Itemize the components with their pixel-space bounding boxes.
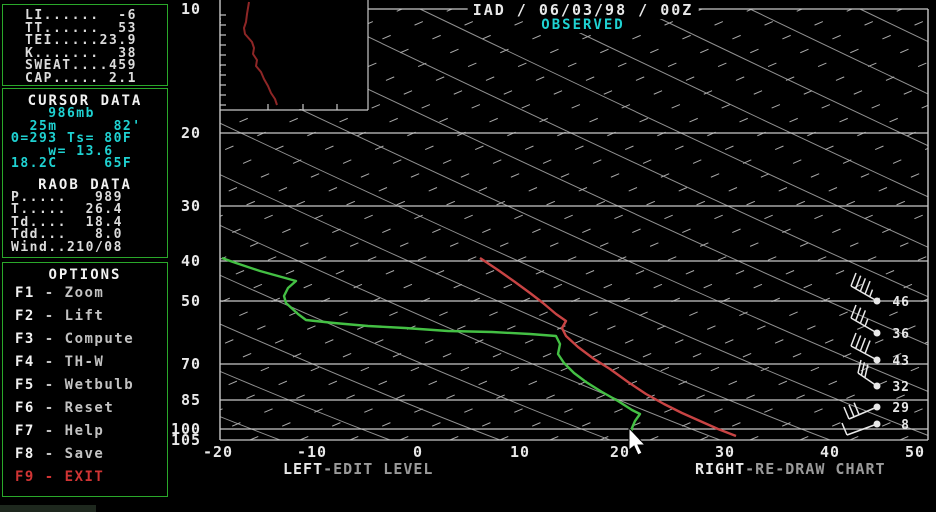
raob-data-row: T..... 26.4 xyxy=(11,202,123,217)
option-label: - Reset xyxy=(34,400,115,416)
pressure-tick-label: 30 xyxy=(180,197,201,215)
wind-speed-label: 43 xyxy=(892,354,910,369)
index-row: LI...... -6 xyxy=(25,8,137,23)
option-label: - Save xyxy=(34,446,105,462)
wind-barb-46: 46 xyxy=(850,272,910,310)
temperature-tick-label: -20 xyxy=(202,443,234,461)
option-label: - Wetbulb xyxy=(34,377,135,393)
option-key: F5 xyxy=(15,377,35,393)
wind-barb-36: 36 xyxy=(850,304,910,342)
option-reset[interactable]: F6 - Reset xyxy=(3,397,167,420)
index-row: SWEAT....459 xyxy=(25,58,137,73)
pressure-tick-label: 70 xyxy=(180,355,201,373)
option-label: - Help xyxy=(34,423,105,439)
right-click-label: RIGHT xyxy=(695,460,746,478)
pressure-tick-label: 105 xyxy=(171,431,202,449)
cursor-data-values: 986mb 25m 82' Θ=293 Ts= 80F w= 13.6 18.2C … xyxy=(3,106,167,171)
options-title: OPTIONS xyxy=(48,267,122,283)
temperature-tick-label: 0 xyxy=(412,443,424,461)
option-wetbulb[interactable]: F5 - Wetbulb xyxy=(3,374,167,397)
index-row: K....... 38 xyxy=(25,45,137,61)
wind-barb-29: 29 xyxy=(843,401,910,420)
option-save[interactable]: F8 - Save xyxy=(3,443,167,466)
option-help[interactable]: F7 - Help xyxy=(3,420,167,443)
upper-air-inset xyxy=(220,0,369,111)
pressure-gridlines xyxy=(220,8,928,441)
wind-barbs: 46 36 43 32 29 8 xyxy=(841,272,910,436)
cursor-data-title: CURSOR DATA xyxy=(27,93,143,109)
option-lift[interactable]: F2 - Lift xyxy=(3,305,167,328)
pressure-tick-label: 40 xyxy=(180,252,201,270)
cursor-data-row: w= 13.6 xyxy=(11,143,114,159)
raob-data-row: Wind..210/08 xyxy=(11,239,123,255)
option-key: F8 xyxy=(15,446,35,462)
dewpoint-trace xyxy=(221,256,642,434)
raob-data-row: Tdd... 8.0 xyxy=(11,227,123,242)
option-compute[interactable]: F3 - Compute xyxy=(3,328,167,351)
option-key: F6 xyxy=(15,400,35,416)
temperature-tick-label: 30 xyxy=(714,443,736,461)
raob-data-row: Td.... 18.4 xyxy=(11,214,123,230)
index-row: TT...... 53 xyxy=(25,20,137,36)
option-th-w[interactable]: F4 - TH-W xyxy=(3,351,167,374)
raob-data-row: P..... 989 xyxy=(11,189,123,205)
temperature-tick-label: 10 xyxy=(509,443,531,461)
cursor-data-row: 986mb xyxy=(11,106,95,121)
footer-left-hint: LEFT-EDIT LEVEL xyxy=(283,460,433,478)
option-zoom[interactable]: F1 - Zoom xyxy=(3,282,167,305)
pressure-tick-label: 10 xyxy=(180,0,201,18)
options-list: F1 - Zoom F2 - Lift F3 - Compute F4 - TH-W F… xyxy=(3,282,167,489)
indices-panel: LI...... -6 TT...... 53 TEI.....23.9 K.....… xyxy=(2,4,168,86)
temperature-tick-label: 50 xyxy=(904,443,926,461)
pressure-tick-label: 50 xyxy=(180,292,201,310)
pressure-tick-label: 85 xyxy=(180,391,201,409)
bottom-partial-row xyxy=(0,505,96,512)
option-key: F7 xyxy=(15,423,35,439)
chart-subtitle: OBSERVED xyxy=(537,17,629,33)
option-key: F3 xyxy=(15,331,35,347)
raob-data-values: P..... 989 T..... 26.4 Td.... 18.4 Tdd... 8… xyxy=(3,189,167,255)
temperature-trace xyxy=(479,257,737,438)
options-panel: OPTIONS F1 - Zoom F2 - Lift F3 - Compute F4… xyxy=(2,262,168,497)
option-key: F4 xyxy=(15,354,35,370)
cursor-data-row: 18.2C 65F xyxy=(11,156,133,171)
option-key: F2 xyxy=(15,308,35,324)
left-click-label: LEFT xyxy=(283,460,324,478)
option-label: - Zoom xyxy=(34,285,105,301)
right-click-action: -RE-DRAW CHART xyxy=(745,460,886,478)
cursor-data-row: 25m 82' xyxy=(11,118,142,134)
cursor-raob-panel: CURSOR DATA 986mb 25m 82' Θ=293 Ts= 80F w… xyxy=(2,88,168,258)
temperature-tick-label: -10 xyxy=(296,443,328,461)
wind-speed-label: 32 xyxy=(892,380,910,395)
pressure-tick-label: 100 xyxy=(171,420,202,438)
chart-title: IAD / 06/03/98 / 00Z xyxy=(467,1,699,19)
footer-right-hint: RIGHT-RE-DRAW CHART xyxy=(695,460,886,478)
cursor-data-row: Θ=293 Ts= 80F xyxy=(11,131,133,146)
option-exit[interactable]: F9 - EXIT xyxy=(3,466,167,489)
wind-barb-8: 8 xyxy=(841,418,910,436)
index-row: CAP..... 2.1 xyxy=(25,70,137,86)
option-key: F1 xyxy=(15,285,35,301)
wind-barb-32: 32 xyxy=(857,359,910,395)
left-click-action: -EDIT LEVEL xyxy=(323,460,434,478)
mouse-cursor xyxy=(628,426,647,456)
wind-speed-label: 29 xyxy=(892,401,910,416)
temperature-upper-inset-trace xyxy=(243,1,278,106)
temperature-tick-label: 40 xyxy=(819,443,841,461)
temperature-tick-label: 20 xyxy=(609,443,631,461)
pressure-tick-label: 20 xyxy=(180,124,201,142)
wind-barb-43: 43 xyxy=(850,332,910,369)
option-label: - TH-W xyxy=(34,354,105,370)
option-key: F9 xyxy=(15,469,35,485)
wind-speed-label: 36 xyxy=(892,327,910,342)
wind-speed-label: 46 xyxy=(892,295,910,310)
option-label: - Compute xyxy=(34,331,135,347)
option-label: - EXIT xyxy=(34,469,105,485)
option-label: - Lift xyxy=(34,308,105,324)
index-row: TEI.....23.9 xyxy=(25,33,137,48)
raob-data-title: RAOB DATA xyxy=(38,176,132,193)
wind-speed-label: 8 xyxy=(901,418,910,433)
